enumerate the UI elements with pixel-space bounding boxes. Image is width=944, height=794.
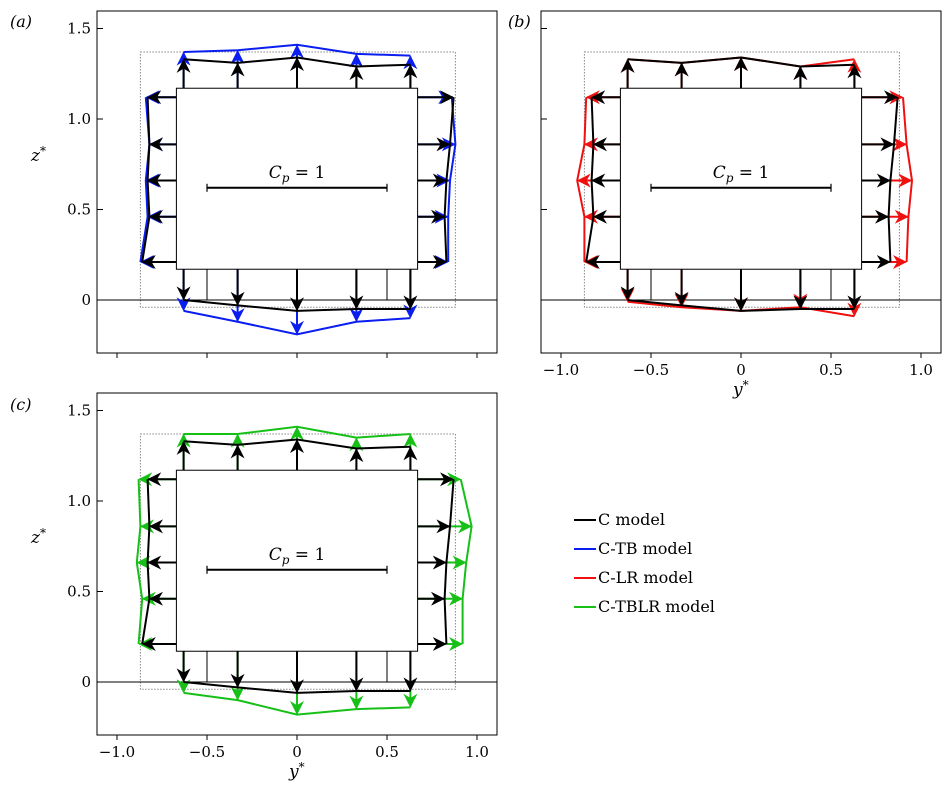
series-c-model [141, 56, 455, 312]
scale-bar-label: Cp = 1 [269, 545, 326, 567]
y-axis-label: z* [30, 144, 46, 166]
series-c-model [585, 56, 899, 312]
panel-label: (c) [10, 395, 31, 414]
body-rectangle [175, 87, 419, 270]
scale-bar-label: Cp = 1 [269, 163, 326, 185]
y-tick-label: 1.0 [67, 492, 91, 510]
x-tick-label: 1.0 [909, 361, 933, 379]
x-tick-label: −0.5 [189, 743, 225, 761]
series-c-model [141, 438, 455, 694]
body-rectangle [175, 469, 419, 652]
y-tick-label: 0 [81, 291, 91, 309]
scale-bar-label: Cp = 1 [713, 163, 770, 185]
x-tick-label: 0 [736, 361, 746, 379]
reference-box [583, 51, 900, 308]
legend-label: C-LR model [598, 568, 693, 587]
panel-b: −1.0 −0.5 0 0.5 1.0 (b) y* Cp = 1 [508, 10, 942, 400]
x-tick-label: 0.5 [375, 743, 399, 761]
legend-label: C model [598, 510, 665, 529]
x-tick-label: 0.5 [819, 361, 843, 379]
x-tick-label: 0 [292, 743, 302, 761]
y-axis-label: z* [30, 526, 46, 548]
y-tick-label: 0.5 [67, 201, 91, 219]
y-tick-label: 0 [81, 673, 91, 691]
panel-a: 0 0.5 1.0 1.5 (a) z* Cp = 1 [10, 10, 498, 358]
panel-label: (b) [508, 12, 531, 31]
x-tick-label: −1.0 [99, 743, 135, 761]
panel-label: (a) [10, 12, 32, 31]
y-tick-label: 1.0 [67, 110, 91, 128]
y-tick-label: 0.5 [67, 583, 91, 601]
legend-label: C-TB model [598, 539, 692, 558]
body-rectangle [619, 87, 863, 270]
legend: C model C-TB model C-LR model C-TBLR model [574, 510, 715, 616]
legend-label: C-TBLR model [598, 597, 715, 616]
y-tick-label: 1.5 [67, 402, 91, 420]
x-tick-label: 1.0 [465, 743, 489, 761]
x-axis-label: y* [288, 760, 305, 782]
x-axis-label: y* [732, 378, 749, 400]
x-tick-label: −0.5 [633, 361, 669, 379]
y-tick-label: 1.5 [67, 20, 91, 38]
x-tick-label: −1.0 [543, 361, 579, 379]
panel-c: 0 0.5 1.0 1.5 −1.0 −0.5 0 0.5 1.0 (c) z* y* Cp = 1 [10, 392, 498, 782]
